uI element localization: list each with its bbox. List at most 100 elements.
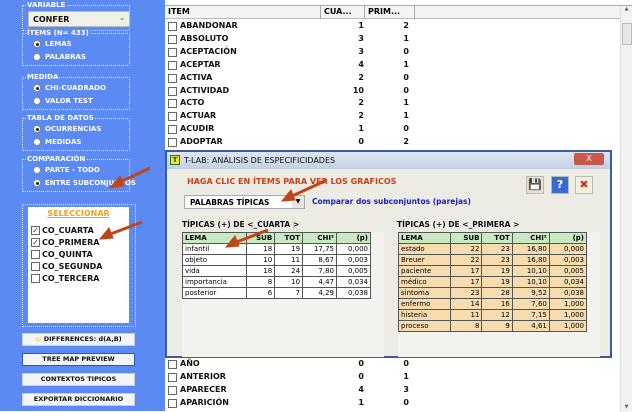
table-cell: 0,000: [548, 243, 588, 255]
list-row[interactable]: ABANDONAR 1 2: [165, 20, 620, 33]
save-icon[interactable]: 💾: [526, 176, 544, 194]
col-cuarta[interactable]: CUA...: [321, 6, 365, 19]
medida-group: MEDIDA CHI-CUADRADO VALOR TEST: [22, 73, 130, 110]
radio-palabras[interactable]: PALABRAS: [33, 53, 86, 61]
table-row[interactable]: sintoma 23 28 9,52 0,038: [397, 287, 588, 299]
subset-label: CO_TERCERA: [42, 274, 100, 283]
primera-value: 1: [403, 59, 409, 69]
select-header[interactable]: SELECCIONAR: [47, 209, 110, 218]
table-row[interactable]: enfermo 14 16 7,60 1,000: [397, 298, 588, 310]
close-window-button[interactable]: X: [574, 153, 604, 165]
subset-item[interactable]: CO_TERCERA: [31, 274, 99, 283]
help-icon[interactable]: ?: [551, 176, 569, 194]
table-cell: 10,10: [511, 265, 550, 277]
checkbox-icon[interactable]: ✓: [31, 226, 40, 235]
list-row[interactable]: ACTIVA 2 0: [165, 72, 620, 85]
close-icon[interactable]: ✖: [575, 176, 593, 194]
subset-item[interactable]: ✓ CO_PRIMERA: [31, 238, 99, 247]
checkbox-icon[interactable]: [168, 34, 177, 44]
col-primera[interactable]: PRIM...: [365, 6, 415, 19]
cuarta-value: 3: [358, 46, 364, 56]
list-row[interactable]: ANTERIOR 0 1: [165, 371, 620, 384]
contextos-tipicos-button[interactable]: CONTEXTOS TIPICOS: [22, 373, 135, 386]
list-row[interactable]: ACEPTACIÓN 3 0: [165, 46, 620, 59]
checkbox-icon[interactable]: [168, 60, 177, 70]
checkbox-icon[interactable]: [168, 372, 177, 382]
table-row[interactable]: Breuer 22 23 16,80 0,003: [397, 254, 588, 266]
checkbox-icon[interactable]: [168, 99, 177, 109]
radio-entre-subconjuntos[interactable]: ENTRE SUBCONJUNTOS: [33, 179, 136, 187]
list-row[interactable]: APARECER 4 3: [165, 384, 620, 397]
differences-button[interactable]: ▭ DIFFERENCES: d(A,B): [22, 333, 135, 346]
list-row[interactable]: ACTIVIDAD 10 0: [165, 85, 620, 98]
item-name: ABANDONAR: [180, 21, 238, 30]
tree-map-preview-button[interactable]: TREE MAP PREVIEW: [22, 353, 135, 366]
table-cell: objeto: [182, 254, 247, 266]
checkbox-icon[interactable]: [168, 360, 177, 369]
table-cell: 0,034: [548, 276, 588, 288]
item-name: ABSOLUTO: [180, 33, 229, 43]
checkbox-icon[interactable]: [31, 262, 40, 271]
radio-medidas[interactable]: MEDIDAS: [33, 138, 81, 146]
table-row[interactable]: posterior 6 7 4,29 0,038: [182, 287, 371, 299]
col-item[interactable]: ITEM: [165, 6, 321, 19]
scrollbar-thumb[interactable]: [622, 23, 632, 45]
table-row[interactable]: histeria 11 12 7,15 1,000: [397, 309, 588, 321]
list-row[interactable]: ACTO 2 1: [165, 97, 620, 110]
list-row[interactable]: AÑO 0 0: [165, 358, 620, 371]
table-row[interactable]: proceso 8 9 4,61 1,000: [397, 320, 588, 332]
checkbox-icon[interactable]: [168, 385, 177, 395]
subset-label: CO_QUINTA: [42, 250, 93, 259]
table-cell: 8: [245, 276, 276, 288]
table-row[interactable]: importancia 8 10 4,47 0,034: [182, 276, 371, 288]
table-row[interactable]: infantil 18 19 17,75 0,000: [182, 243, 371, 255]
subset-item[interactable]: CO_SEGUNDA: [31, 262, 103, 271]
compare-subsets-link[interactable]: Comparar dos subconjuntos (parejas): [312, 197, 471, 206]
table-row[interactable]: vida 18 24 7,80 0,005: [182, 265, 371, 277]
table-row[interactable]: objeto 10 11 8,67 0,003: [182, 254, 371, 266]
table-header: LEMA SUB TOT CHI² (p): [182, 232, 371, 244]
checkbox-icon[interactable]: [168, 47, 177, 57]
list-row[interactable]: ABSOLUTO 3 1: [165, 33, 620, 46]
table-row[interactable]: estado 22 23 16,80 0,000: [397, 243, 588, 255]
radio-ocurrencias[interactable]: OCURRENCIAS: [33, 125, 101, 133]
table-cell: 7,60: [511, 298, 550, 310]
list-row[interactable]: ACTUAR 2 1: [165, 110, 620, 123]
exportar-diccionario-button[interactable]: EXPORTAR DICCIONARIO: [22, 393, 135, 406]
checkbox-icon[interactable]: [168, 86, 177, 96]
table-row[interactable]: paciente 17 19 10,10 0,005: [397, 265, 588, 277]
radio-label: OCURRENCIAS: [45, 125, 102, 133]
radio-lemas[interactable]: LEMAS: [33, 40, 72, 48]
checkbox-icon[interactable]: [168, 138, 177, 148]
checkbox-icon[interactable]: [168, 125, 177, 135]
right-specificity-table: LEMA SUB TOT CHI² (p) estado 22 23 16,80 0,000 Bre…: [397, 232, 588, 332]
subset-item[interactable]: CO_QUINTA: [31, 250, 93, 259]
radio-label: VALOR TEST: [45, 97, 93, 105]
checkbox-icon[interactable]: [168, 112, 177, 122]
table-row[interactable]: médico 17 19 10,10 0,034: [397, 276, 588, 288]
variable-dropdown[interactable]: CONFER ⌄: [28, 11, 130, 27]
list-row[interactable]: ACUDIR 1 0: [165, 123, 620, 136]
item-name: ACTUAR: [180, 111, 217, 121]
specificity-dialog: T T-LAB: ANÁLISIS DE ESPECIFICIDADES X HAG…: [165, 150, 612, 358]
list-row[interactable]: APARICIÓN 1 0: [165, 397, 620, 410]
checkbox-icon[interactable]: [31, 274, 40, 283]
radio-label: CHI-CUADRADO: [45, 84, 106, 92]
table-cell: 8: [450, 320, 483, 332]
list-row[interactable]: ADOPTAR 0 2: [165, 136, 620, 149]
cuarta-value: 0: [358, 359, 364, 368]
header-cell: LEMA: [182, 232, 247, 244]
table-cell: estado: [397, 243, 452, 255]
checkbox-icon[interactable]: [168, 398, 177, 408]
list-row[interactable]: ACEPTAR 4 1: [165, 59, 620, 72]
scrollbar[interactable]: ▲ ▼: [620, 6, 632, 412]
checkbox-icon[interactable]: [168, 73, 177, 83]
checkbox-icon[interactable]: [168, 22, 177, 31]
radio-chi-cuadrado[interactable]: CHI-CUADRADO: [33, 84, 106, 92]
subset-item[interactable]: ✓ CO_CUARTA: [31, 226, 94, 235]
word-type-select[interactable]: PALABRAS TÍPICAS ▼: [184, 195, 305, 209]
checkbox-icon[interactable]: [31, 250, 40, 259]
radio-parte-todo[interactable]: PARTE - TODO: [33, 166, 100, 174]
radio-valor-test[interactable]: VALOR TEST: [33, 97, 93, 105]
checkbox-icon[interactable]: ✓: [31, 238, 40, 247]
